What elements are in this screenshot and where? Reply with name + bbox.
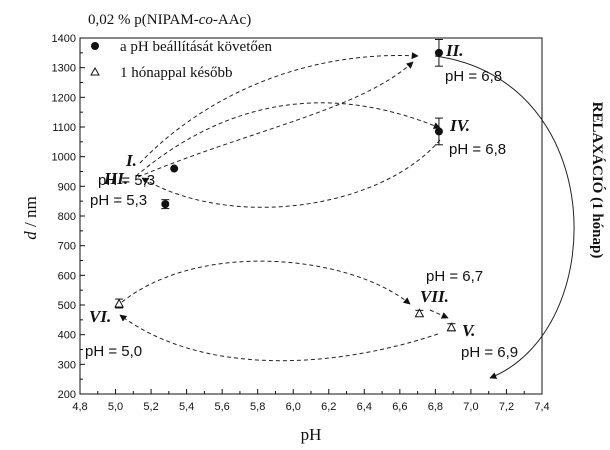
state-II-id: II. xyxy=(445,41,463,60)
x-axis-title: pH xyxy=(301,425,322,444)
chart-title: 0,02 % p(NIPAM-co-AAc) xyxy=(88,12,251,28)
x-tick-label: 5,0 xyxy=(108,401,123,413)
data-point-open xyxy=(414,308,425,318)
y-tick-label: 400 xyxy=(58,330,76,342)
x-tick-label: 5,6 xyxy=(215,401,230,413)
state-V-ph: pH = 6,9 xyxy=(461,344,518,361)
curve-VI-to-VII xyxy=(121,260,411,305)
legend: a pH beállítását követően 1 hónappal kés… xyxy=(90,39,273,81)
data-point-open xyxy=(446,322,457,332)
state-IV-ph: pH = 6,8 xyxy=(449,141,506,158)
y-tick-label: 1200 xyxy=(52,92,76,104)
data-point-filled xyxy=(170,164,179,173)
x-tick-label: 6,6 xyxy=(392,401,407,413)
state-III-ph: pH = 5,3 xyxy=(90,192,147,209)
legend-open-triangle-icon xyxy=(90,66,100,76)
curve-II-to-V xyxy=(434,55,575,379)
curve-VII-to-V xyxy=(429,309,449,319)
x-tick-label: 4,8 xyxy=(72,401,87,413)
curve-III-to-II xyxy=(137,61,414,178)
y-tick-label: 300 xyxy=(58,359,76,371)
x-tick-label: 6,8 xyxy=(428,401,443,413)
curve-V-to-VI xyxy=(119,314,439,362)
data-point-filled xyxy=(434,127,443,136)
y-tick-label: 200 xyxy=(58,389,76,401)
x-tick-label: 7,4 xyxy=(534,401,549,413)
data-point-filled xyxy=(434,48,443,57)
y-tick-label: 1400 xyxy=(52,33,76,45)
legend-filled-circle-icon xyxy=(91,42,99,50)
x-tick-label: 5,2 xyxy=(143,401,158,413)
legend-entry-open: 1 hónappal később xyxy=(120,65,232,81)
x-axis: 4,8 5,0 5,2 5,4 5,6 5,8 6,0 6,2 6,4 6,6 6,8 7,0 7,2 7… xyxy=(72,389,550,413)
y-axis: 200 300 400 500 600 700 800 900 1000 1100 1200 1300… xyxy=(52,33,85,401)
state-I-id: I. xyxy=(125,151,137,170)
state-IV-id: IV. xyxy=(449,116,470,135)
curve-III-to-IV xyxy=(135,102,441,177)
y-tick-label: 1300 xyxy=(52,63,76,75)
state-VI-id: VI. xyxy=(89,307,111,326)
data-point-open xyxy=(114,298,124,308)
plot-frame xyxy=(79,37,543,395)
y-tick-label: 1000 xyxy=(52,152,76,164)
x-tick-label: 5,4 xyxy=(179,401,194,413)
state-I-ph: pH = 5,3 xyxy=(98,172,155,189)
state-III-id: III. xyxy=(103,169,128,188)
transition-curves xyxy=(119,52,575,379)
state-labels: I. pH = 5,3 II. pH = 6,8 III. pH = 5,3 I… xyxy=(85,41,518,361)
y-axis-title: d / nm xyxy=(21,196,40,239)
y-tick-label: 900 xyxy=(58,181,76,193)
state-VII-ph: pH = 6,7 xyxy=(426,268,483,285)
curve-I-to-II xyxy=(139,52,419,164)
x-tick-label: 7,2 xyxy=(499,401,514,413)
x-tick-label: 6,4 xyxy=(357,401,372,413)
state-VII-id: VII. xyxy=(420,287,449,306)
x-tick-label: 6,2 xyxy=(321,401,336,413)
x-tick-label: 6,0 xyxy=(286,401,301,413)
relaxation-annotation: RELAXÁCIÓ (1 hónap) xyxy=(589,102,606,259)
state-V-id: V. xyxy=(462,321,475,340)
legend-entry-filled: a pH beállítását követően xyxy=(120,39,273,55)
y-tick-label: 600 xyxy=(58,270,76,282)
state-II-ph: pH = 6,8 xyxy=(445,68,502,85)
y-tick-label: 500 xyxy=(58,300,76,312)
y-tick-label: 800 xyxy=(58,211,76,223)
y-tick-label: 700 xyxy=(58,241,76,253)
curve-IV-to-III xyxy=(141,139,441,208)
y-tick-label: 1100 xyxy=(52,122,76,134)
x-tick-label: 7,0 xyxy=(463,401,478,413)
data-points xyxy=(114,38,457,332)
x-tick-label: 5,8 xyxy=(250,401,265,413)
data-point-filled xyxy=(161,200,170,209)
state-VI-ph: pH = 5,0 xyxy=(85,343,142,360)
